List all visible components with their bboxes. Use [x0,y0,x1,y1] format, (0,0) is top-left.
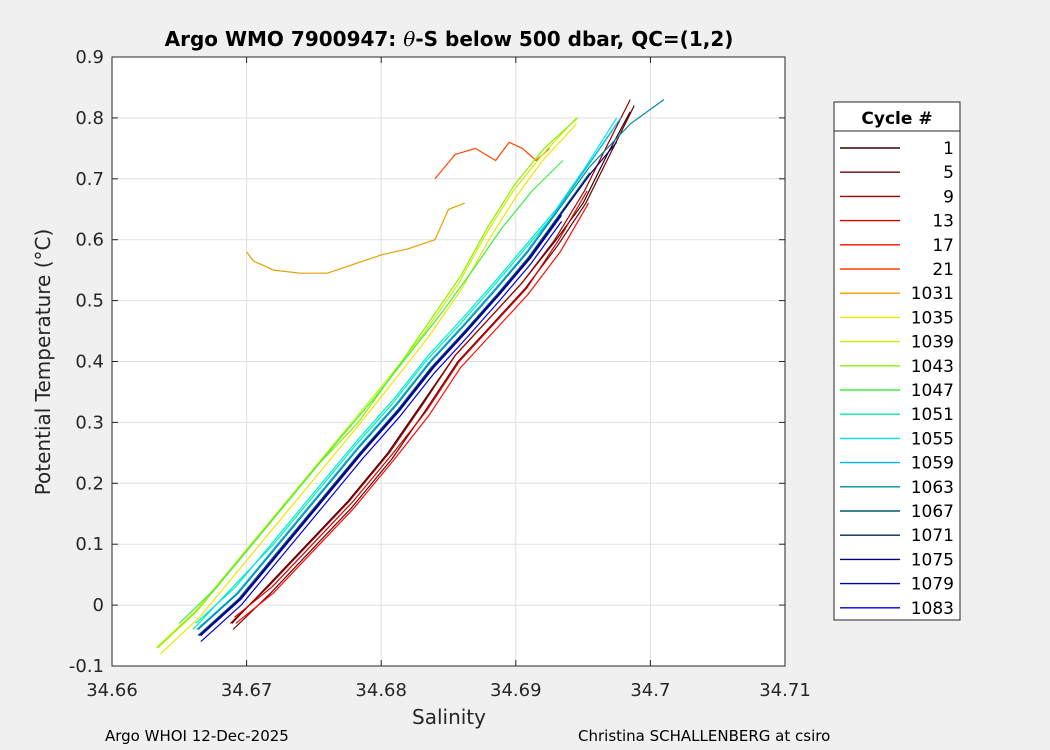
legend-label-1079: 1079 [911,575,954,595]
grid-lines [111,56,786,667]
legend-label-1055: 1055 [911,429,954,449]
chart-title-rest: -S below 500 dbar, QC=(1,2) [415,27,733,51]
series-line-1047 [178,160,564,624]
series-line-1079 [200,214,563,636]
series-line-17 [235,202,590,624]
chart-title-theta: θ [403,27,415,51]
y-tick-label: 0.1 [75,534,104,555]
y-tick-label: 0.6 [75,230,104,251]
legend-box [833,101,961,621]
series-line-1067 [197,172,591,636]
legend-label-1: 1 [943,139,954,159]
legend-label-1039: 1039 [911,333,954,353]
series-line-9 [229,99,631,624]
y-tick-label: 0.5 [75,291,104,312]
legend-label-1043: 1043 [911,357,954,377]
legend-label-1059: 1059 [911,454,954,474]
footer-left: Argo WHOI 12-Dec-2025 [105,727,289,745]
chart-title-main: Argo WMO 7900947: [165,27,404,51]
legend-label-1051: 1051 [911,405,954,425]
y-tick-label: -0.1 [69,656,104,677]
legend-label-5: 5 [943,163,954,183]
series-line-1059 [196,117,622,630]
y-tick-label: 0.9 [75,47,104,68]
y-tick-label: 0.8 [75,108,104,129]
series-line-1075 [199,141,618,636]
legend-label-1067: 1067 [911,502,954,522]
series-line-1063 [197,99,665,630]
axis-ticks: 34.66 34.67 34.68 34.69 34.7 34.71 0.9 0.8 0.7 0.… [69,47,811,701]
x-tick-label: 34.7 [630,680,670,701]
x-tick-label: 34.68 [355,680,407,701]
y-tick-label: 0 [93,595,104,616]
legend-label-1035: 1035 [911,308,954,328]
legend-label-17: 17 [932,236,954,256]
footer-right: Christina SCHALLENBERG at csiro [578,727,830,745]
legend-label-1047: 1047 [911,381,954,401]
legend-label-9: 9 [943,187,954,207]
legend: Cycle # 1 5 9 13 17 21 1031 1035 1039 1043 1047 105… [833,101,961,621]
series-line-1055 [195,117,618,624]
y-tick-label: 0.2 [75,473,104,494]
y-tick-label: 0.7 [75,169,104,190]
x-tick-label: 34.66 [86,680,138,701]
x-tick-label: 34.71 [759,680,811,701]
legend-label-1031: 1031 [911,284,954,304]
series-line-1039 [155,117,577,649]
legend-label-1083: 1083 [911,599,954,619]
legend-label-21: 21 [932,260,954,280]
x-tick-label: 34.67 [221,680,273,701]
x-tick-label: 34.69 [490,680,542,701]
y-tick-label: 0.4 [75,352,104,373]
y-axis-label: Potential Temperature (°C) [31,229,55,496]
series-line-1031 [246,202,465,274]
legend-label-1063: 1063 [911,478,954,498]
series-line-13 [234,190,588,618]
legend-label-1071: 1071 [911,526,954,546]
legend-entries: 1 5 9 13 17 21 1031 1035 1039 1043 1047 1051 1055 105… [840,139,954,619]
legend-label-1075: 1075 [911,550,954,570]
series-line-5 [232,105,635,630]
chart-title: Argo WMO 7900947: θ-S below 500 dbar, QC… [165,27,734,51]
series-lines [155,99,665,655]
legend-label-13: 13 [932,212,954,232]
x-axis-label: Salinity [412,705,486,729]
series-line-21 [434,141,550,180]
series-line-1035 [160,123,577,655]
y-tick-label: 0.3 [75,412,104,433]
legend-title: Cycle # [861,109,932,129]
series-line-1083 [200,221,563,643]
